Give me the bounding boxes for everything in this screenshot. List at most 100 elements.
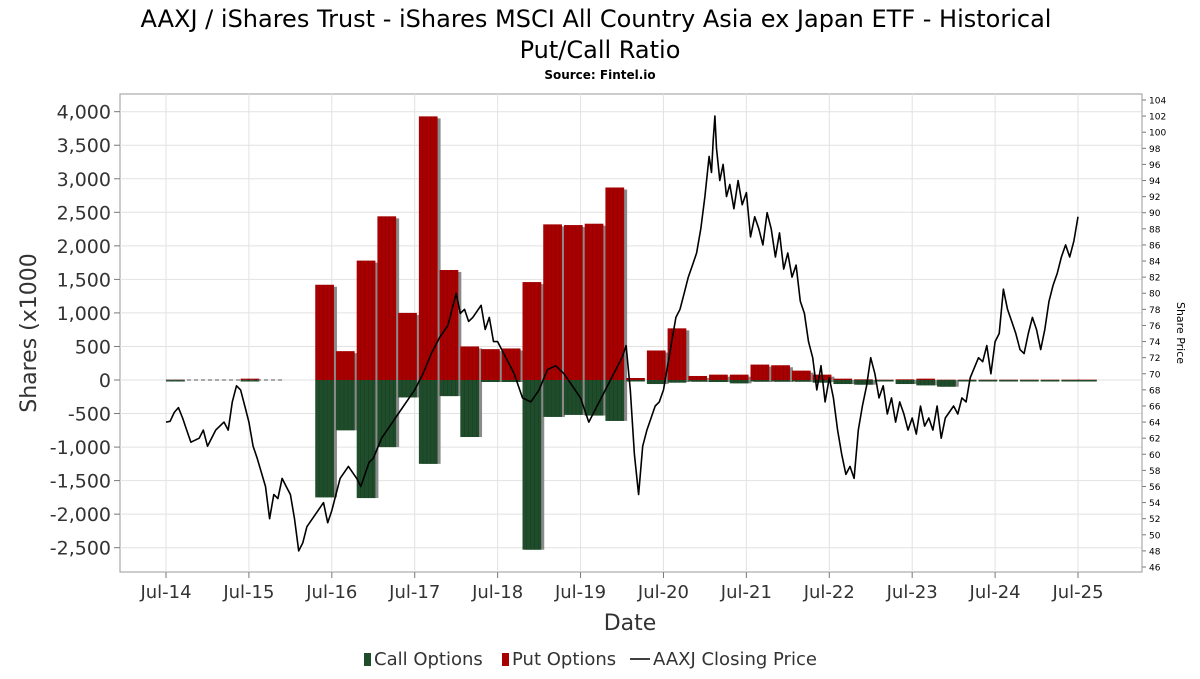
call-bar <box>166 380 185 382</box>
y-tick-label: -2,000 <box>50 504 111 526</box>
put-bar <box>315 284 334 380</box>
x-tick-label: Jul-21 <box>720 582 772 603</box>
call-bar <box>750 380 770 382</box>
y2-tick-label: 46 <box>1149 564 1161 574</box>
y2-tick-label: 66 <box>1149 402 1161 412</box>
put-bar <box>356 260 376 380</box>
call-bar <box>791 380 811 382</box>
y2-tick-label: 56 <box>1149 483 1161 493</box>
put-bar <box>481 349 500 380</box>
y-tick-label: 1,000 <box>57 303 111 325</box>
put-bar <box>335 351 355 380</box>
y2-tick-label: 78 <box>1149 306 1161 316</box>
grid-layer <box>120 94 1142 572</box>
chart-title: AAXJ / iShares Trust - iShares MSCI All … <box>141 5 1052 33</box>
legend: Call Options Put Options AAXJ Closing Pr… <box>364 649 817 670</box>
x-tick-label: Jul-18 <box>471 582 523 603</box>
call-bar <box>522 380 542 550</box>
legend-call-label: Call Options <box>374 649 483 670</box>
y-tick-label: 500 <box>75 336 111 358</box>
legend-call-swatch <box>364 653 371 666</box>
put-bar <box>916 378 936 381</box>
call-bar <box>377 380 397 448</box>
legend-put-label: Put Options <box>512 649 616 670</box>
put-bar <box>563 225 583 380</box>
axis-layer: -2,500 -2,000 -1,500 -1,000 -500 0 500 1,000 1,5… <box>50 94 1166 603</box>
bar-layer <box>166 116 1097 550</box>
y2-tick-label: 90 <box>1149 209 1161 219</box>
call-bar <box>771 380 790 382</box>
x-tick-label: Jul-16 <box>305 582 357 603</box>
y-tick-label: 4,000 <box>57 102 111 124</box>
y2-tick-label: 52 <box>1149 515 1160 525</box>
y2-axis-label: Share Price <box>1174 302 1187 364</box>
y-tick-label: 0 <box>99 370 111 392</box>
x-tick-label: Jul-25 <box>1051 582 1103 603</box>
call-bar <box>937 380 956 387</box>
call-bar <box>439 380 459 397</box>
call-bar <box>543 380 562 417</box>
y2-tick-label: 68 <box>1149 386 1161 396</box>
y2-tick-label: 48 <box>1149 547 1161 557</box>
call-bar <box>1019 380 1039 382</box>
y2-tick-label: 88 <box>1149 225 1161 235</box>
y-tick-label: -1,500 <box>50 471 111 493</box>
y-tick-label: -500 <box>68 404 111 426</box>
call-bar <box>501 380 521 383</box>
call-bar <box>584 380 604 416</box>
put-bar <box>418 116 438 380</box>
chart-subtitle: Source: Fintel.io <box>544 68 655 82</box>
put-bar <box>543 224 562 380</box>
y2-tick-label: 72 <box>1149 354 1160 364</box>
y2-tick-label: 74 <box>1149 338 1161 348</box>
put-bar <box>377 216 397 380</box>
call-bar <box>978 380 998 382</box>
y2-tick-label: 84 <box>1149 258 1161 268</box>
put-bar <box>833 378 853 381</box>
call-bar <box>418 380 438 464</box>
call-bar <box>833 380 853 385</box>
price-line <box>165 115 1079 552</box>
y-tick-label: -2,500 <box>50 538 111 560</box>
put-bar <box>522 282 542 380</box>
y2-tick-label: 94 <box>1149 177 1161 187</box>
y2-tick-label: 64 <box>1149 419 1161 429</box>
legend-price-label: AAXJ Closing Price <box>653 649 817 670</box>
put-bar <box>398 312 417 380</box>
y-tick-label: -1,000 <box>50 437 111 459</box>
put-bar <box>605 187 625 380</box>
put-bar <box>750 364 770 380</box>
call-bar <box>335 380 355 431</box>
call-bar <box>315 380 334 498</box>
x-tick-label: Jul-14 <box>139 582 191 603</box>
put-bar <box>729 374 749 380</box>
call-bar <box>999 380 1018 382</box>
call-bar <box>854 380 873 385</box>
chart-title-line2: Put/Call Ratio <box>520 36 681 64</box>
y2-tick-label: 82 <box>1149 274 1160 284</box>
x-tick-label: Jul-19 <box>554 582 606 603</box>
x-tick-label: Jul-22 <box>803 582 855 603</box>
call-bar <box>874 380 894 382</box>
put-bar <box>791 370 811 380</box>
y2-tick-label: 62 <box>1149 435 1160 445</box>
put-bar <box>771 365 790 380</box>
y-tick-label: 3,500 <box>57 135 111 157</box>
y2-tick-label: 100 <box>1149 129 1166 139</box>
call-bar <box>240 380 260 382</box>
call-bar <box>916 380 936 386</box>
call-bar <box>957 380 977 382</box>
y2-tick-label: 50 <box>1149 531 1161 541</box>
call-bar <box>709 380 728 383</box>
put-bar <box>626 377 645 380</box>
call-bar <box>626 380 645 382</box>
call-bar <box>460 380 480 438</box>
y2-tick-label: 104 <box>1149 97 1166 107</box>
call-bar <box>481 380 500 383</box>
call-bar <box>729 380 749 384</box>
put-bar <box>584 223 604 380</box>
put-bar <box>501 348 521 380</box>
call-bar <box>1078 380 1097 382</box>
y2-tick-label: 96 <box>1149 161 1161 171</box>
